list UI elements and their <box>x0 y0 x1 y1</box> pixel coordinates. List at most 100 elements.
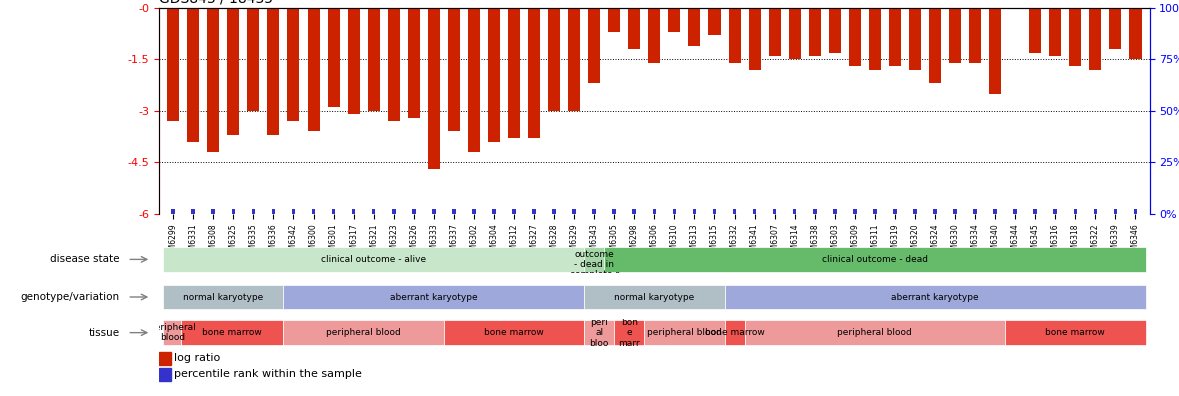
Bar <box>672 209 677 214</box>
Text: disease state: disease state <box>50 254 119 265</box>
Bar <box>632 209 637 214</box>
Text: peripheral blood: peripheral blood <box>327 328 401 337</box>
Bar <box>588 8 600 84</box>
Bar <box>752 209 757 214</box>
Bar <box>532 209 536 214</box>
Text: normal karyotype: normal karyotype <box>614 293 694 301</box>
Bar <box>159 352 171 364</box>
Text: bon
e
marr: bon e marr <box>619 318 640 348</box>
Text: genotype/variation: genotype/variation <box>20 292 119 302</box>
Bar <box>348 8 360 114</box>
Bar <box>391 209 395 214</box>
Bar <box>772 209 777 214</box>
Bar <box>869 8 881 70</box>
Bar <box>492 209 495 214</box>
FancyBboxPatch shape <box>163 284 283 310</box>
Bar <box>729 8 740 63</box>
Bar <box>211 209 215 214</box>
FancyBboxPatch shape <box>443 320 584 345</box>
Bar <box>328 8 340 107</box>
Bar <box>792 209 797 214</box>
Bar <box>448 8 460 131</box>
Bar <box>689 8 700 46</box>
Bar <box>652 209 657 214</box>
Bar <box>974 209 977 214</box>
Bar <box>1029 8 1041 53</box>
Bar <box>648 8 660 63</box>
Bar <box>894 209 897 214</box>
Bar <box>834 209 837 214</box>
Bar <box>612 209 617 214</box>
FancyBboxPatch shape <box>725 320 745 345</box>
Text: clinical
outcome
- dead in
complete r: clinical outcome - dead in complete r <box>569 239 619 280</box>
Text: peri
al
bloo: peri al bloo <box>590 318 608 348</box>
Bar <box>568 8 580 111</box>
Bar <box>351 209 355 214</box>
Text: normal karyotype: normal karyotype <box>183 293 263 301</box>
Bar <box>528 8 540 138</box>
FancyBboxPatch shape <box>584 284 725 310</box>
FancyBboxPatch shape <box>182 320 283 345</box>
Bar <box>311 209 315 214</box>
FancyBboxPatch shape <box>584 247 604 272</box>
Bar <box>1014 209 1017 214</box>
Bar <box>1054 209 1058 214</box>
Bar <box>829 8 841 53</box>
Bar <box>769 8 780 56</box>
FancyBboxPatch shape <box>163 247 584 272</box>
FancyBboxPatch shape <box>163 320 182 345</box>
Bar <box>1089 8 1101 70</box>
Bar <box>248 8 259 111</box>
FancyBboxPatch shape <box>283 320 443 345</box>
Bar <box>308 8 320 131</box>
Bar <box>432 209 435 214</box>
Bar <box>668 8 680 32</box>
FancyBboxPatch shape <box>644 320 725 345</box>
Bar <box>251 209 255 214</box>
Bar <box>809 8 821 56</box>
Text: bone marrow: bone marrow <box>203 328 262 337</box>
Text: bone marrow: bone marrow <box>485 328 544 337</box>
Bar <box>291 209 295 214</box>
Bar <box>849 8 861 66</box>
Bar <box>889 8 901 66</box>
Bar <box>709 8 720 35</box>
FancyBboxPatch shape <box>584 320 614 345</box>
Bar <box>608 8 620 32</box>
FancyBboxPatch shape <box>614 320 644 345</box>
Bar <box>732 209 737 214</box>
Text: log ratio: log ratio <box>174 354 220 364</box>
Bar <box>994 209 997 214</box>
Text: GDS843 / 18435: GDS843 / 18435 <box>159 0 274 6</box>
Text: aberrant karyotype: aberrant karyotype <box>390 293 477 301</box>
Bar <box>1034 209 1038 214</box>
FancyBboxPatch shape <box>725 284 1146 310</box>
Bar <box>789 8 801 59</box>
Text: aberrant karyotype: aberrant karyotype <box>891 293 979 301</box>
Bar <box>167 8 179 121</box>
FancyBboxPatch shape <box>745 320 1006 345</box>
Bar <box>331 209 335 214</box>
Text: percentile rank within the sample: percentile rank within the sample <box>174 369 362 379</box>
Bar <box>854 209 857 214</box>
Bar <box>159 368 171 381</box>
Bar <box>428 8 440 169</box>
Bar <box>271 209 275 214</box>
Text: peripheral
blood: peripheral blood <box>149 323 196 342</box>
Bar <box>1134 209 1138 214</box>
Text: tissue: tissue <box>88 327 119 338</box>
Bar <box>388 8 400 121</box>
Bar <box>969 8 981 63</box>
Bar <box>288 8 299 121</box>
Text: bone marrow: bone marrow <box>705 328 764 337</box>
Bar <box>268 8 279 135</box>
Bar <box>208 8 219 152</box>
Bar <box>408 8 420 118</box>
Bar <box>628 8 640 49</box>
Bar <box>1074 209 1078 214</box>
Bar <box>989 8 1001 94</box>
Bar <box>1109 8 1121 49</box>
Bar <box>949 8 961 63</box>
Bar <box>692 209 697 214</box>
Text: clinical outcome - dead: clinical outcome - dead <box>822 255 928 264</box>
